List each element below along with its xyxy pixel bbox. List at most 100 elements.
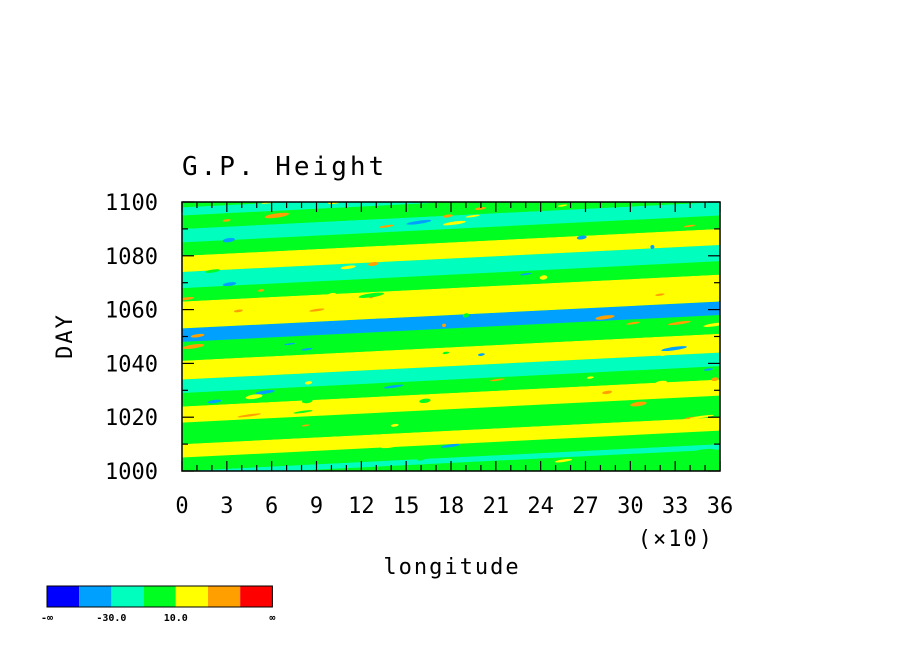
y-axis-label: DAY	[53, 313, 78, 359]
speck	[346, 365, 352, 370]
speck	[190, 333, 205, 338]
speck	[440, 443, 460, 448]
speck	[301, 398, 313, 404]
speck	[586, 376, 594, 379]
speck	[384, 412, 393, 417]
speck	[630, 401, 647, 407]
speck	[442, 323, 447, 328]
x-tick-label: 12	[348, 494, 375, 519]
speck	[442, 351, 450, 355]
speck	[651, 311, 667, 316]
speck	[602, 390, 613, 395]
speck	[691, 448, 715, 454]
colorbar-swatch	[79, 586, 112, 607]
speck	[293, 410, 313, 414]
x-tick-label: 21	[483, 494, 510, 519]
band-11	[182, 261, 720, 302]
band-0	[182, 444, 720, 471]
speck	[442, 220, 466, 226]
band-8	[182, 314, 720, 361]
speck	[234, 329, 248, 332]
speck	[312, 410, 322, 415]
colorbar-swatch	[143, 586, 176, 607]
speck	[557, 204, 568, 207]
speck	[574, 341, 590, 346]
speck	[465, 214, 480, 218]
x-scale-note: (×10)	[638, 527, 714, 552]
speck	[498, 318, 512, 322]
speck	[237, 413, 262, 418]
speck	[595, 315, 615, 320]
speck	[539, 275, 548, 280]
speck	[255, 390, 275, 395]
colorbar-swatch	[240, 586, 273, 607]
speck	[378, 224, 395, 228]
speck	[182, 343, 205, 350]
x-tick-label: 33	[662, 494, 689, 519]
speck	[309, 308, 325, 312]
band-14	[182, 215, 720, 256]
speck	[245, 394, 263, 400]
speck	[519, 272, 532, 276]
speck	[334, 455, 352, 459]
anomaly-specks	[182, 202, 720, 463]
x-tick-label: 3	[220, 494, 233, 519]
x-tick-label: 36	[707, 494, 734, 519]
speck	[327, 292, 337, 297]
speck	[626, 321, 640, 325]
y-tick-label: 1000	[105, 460, 158, 485]
axis-ticks	[181, 201, 721, 472]
colorbar-swatch	[175, 586, 208, 607]
speck	[478, 353, 485, 356]
speck	[233, 309, 243, 313]
band-1	[182, 430, 720, 471]
band-7	[182, 333, 720, 380]
speck	[294, 368, 318, 374]
band-6	[182, 352, 720, 393]
x-tick-label: 6	[265, 494, 278, 519]
speck	[490, 293, 509, 297]
speck	[301, 424, 310, 427]
x-tick-label: 30	[617, 494, 644, 519]
x-tick-label: 27	[572, 494, 599, 519]
speck	[426, 433, 433, 437]
colorbar-labels: -∞ -30.0 10.0 ∞	[41, 613, 275, 624]
speck	[653, 326, 663, 331]
speck	[654, 394, 660, 398]
speck	[442, 214, 453, 218]
speck	[264, 212, 289, 219]
speck	[368, 261, 379, 267]
speck	[383, 384, 404, 389]
colorbar: -∞ -30.0 10.0 ∞	[41, 585, 275, 624]
y-tick-labels: 1000 1020 1040 1060 1080 1100	[105, 191, 158, 485]
speck	[462, 313, 470, 318]
speck	[554, 458, 573, 463]
speck	[650, 245, 655, 249]
x-tick-label: 9	[310, 494, 323, 519]
chart-title: G.P. Height	[182, 152, 387, 182]
speck	[490, 378, 505, 382]
speck	[655, 293, 665, 296]
speck	[304, 381, 313, 385]
colorbar-label: -∞	[41, 613, 53, 624]
speck	[689, 414, 714, 419]
colorbar-swatches	[46, 585, 273, 608]
speck	[222, 237, 235, 243]
x-axis-label: longitude	[383, 555, 520, 580]
band-2	[182, 417, 720, 458]
speck	[393, 283, 415, 289]
speck	[301, 347, 313, 351]
band-17	[182, 202, 451, 216]
speck	[711, 377, 719, 382]
speck	[419, 398, 431, 404]
speck	[382, 401, 404, 406]
speck	[655, 380, 668, 385]
x-tick-labels: 0 3 6 9 12 15 18 21 24 27 30 33 36	[175, 494, 733, 519]
band-13	[182, 228, 720, 272]
speck	[224, 212, 237, 217]
speck	[576, 235, 587, 240]
x-tick-label: 15	[393, 494, 420, 519]
speck	[390, 423, 399, 427]
speck	[703, 322, 720, 327]
speck	[452, 210, 466, 213]
